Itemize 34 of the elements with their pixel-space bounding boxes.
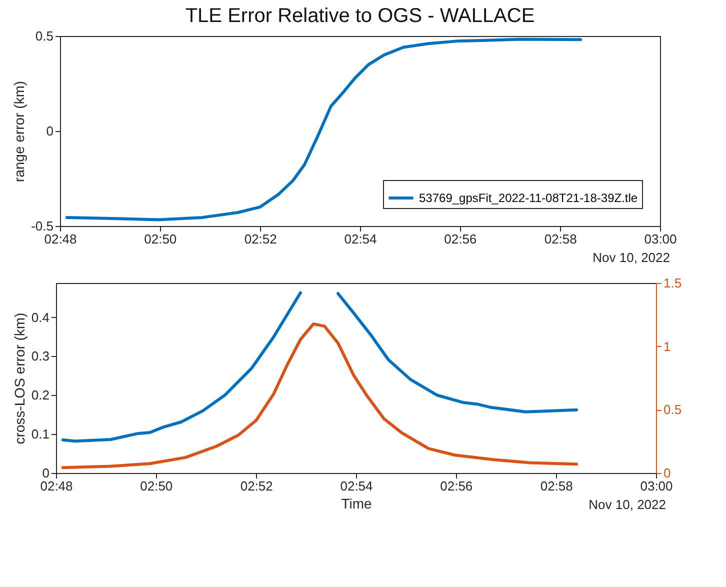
y-tick-label: 0 (42, 466, 50, 480)
y-tick-label: 0.2 (31, 388, 50, 403)
x-tick-label: 02:52 (244, 232, 277, 246)
y2-tick-label: 0 (664, 466, 671, 480)
x-tick-label: 02:56 (444, 232, 477, 246)
y2-tick-label: 0.5 (664, 402, 682, 418)
y-tick-label: -0.5 (31, 218, 54, 234)
y-axis-title: cross-LOS error (km) (11, 312, 28, 444)
x-tick-label: 02:56 (440, 478, 473, 494)
y-tick-label: 0.5 (35, 28, 54, 44)
x-axis-title: Time (341, 496, 372, 512)
x-tick-label: 02:54 (344, 232, 377, 246)
y-tick-label: 0.3 (31, 348, 50, 364)
x-tick-label: 02:58 (544, 232, 577, 246)
x-tick-label: 02:58 (540, 478, 573, 494)
x-tick-label: 02:50 (140, 478, 173, 494)
chart-title: TLE Error Relative to OGS - WALLACE (185, 5, 535, 27)
x-tick-label: 02:50 (144, 232, 177, 246)
x-tick-label: 02:54 (340, 478, 373, 494)
x-tick-label: 03:00 (644, 232, 677, 246)
x-tick-label: 02:52 (240, 478, 273, 494)
line-series (61, 322, 578, 470)
x-tick-label: 03:00 (640, 478, 673, 494)
y-tick-label: 0.1 (31, 426, 50, 442)
x-tick-label: 02:48 (40, 478, 73, 494)
text: Nov 10, 2022 (592, 250, 670, 265)
y2-tick-label: 1.5 (664, 276, 682, 290)
text: Nov 10, 2022 (588, 497, 666, 512)
x-tick-label: 02:48 (44, 232, 77, 246)
y2-tick-label: 1 (664, 338, 671, 354)
legend-label: 53769_gpsFit_2022-11-08T21-18-39Z.tle (419, 191, 638, 205)
y-axis-title: range error (km) (11, 80, 28, 182)
y-tick-label: 0 (46, 124, 54, 138)
y-tick-label: 0.4 (31, 310, 50, 325)
